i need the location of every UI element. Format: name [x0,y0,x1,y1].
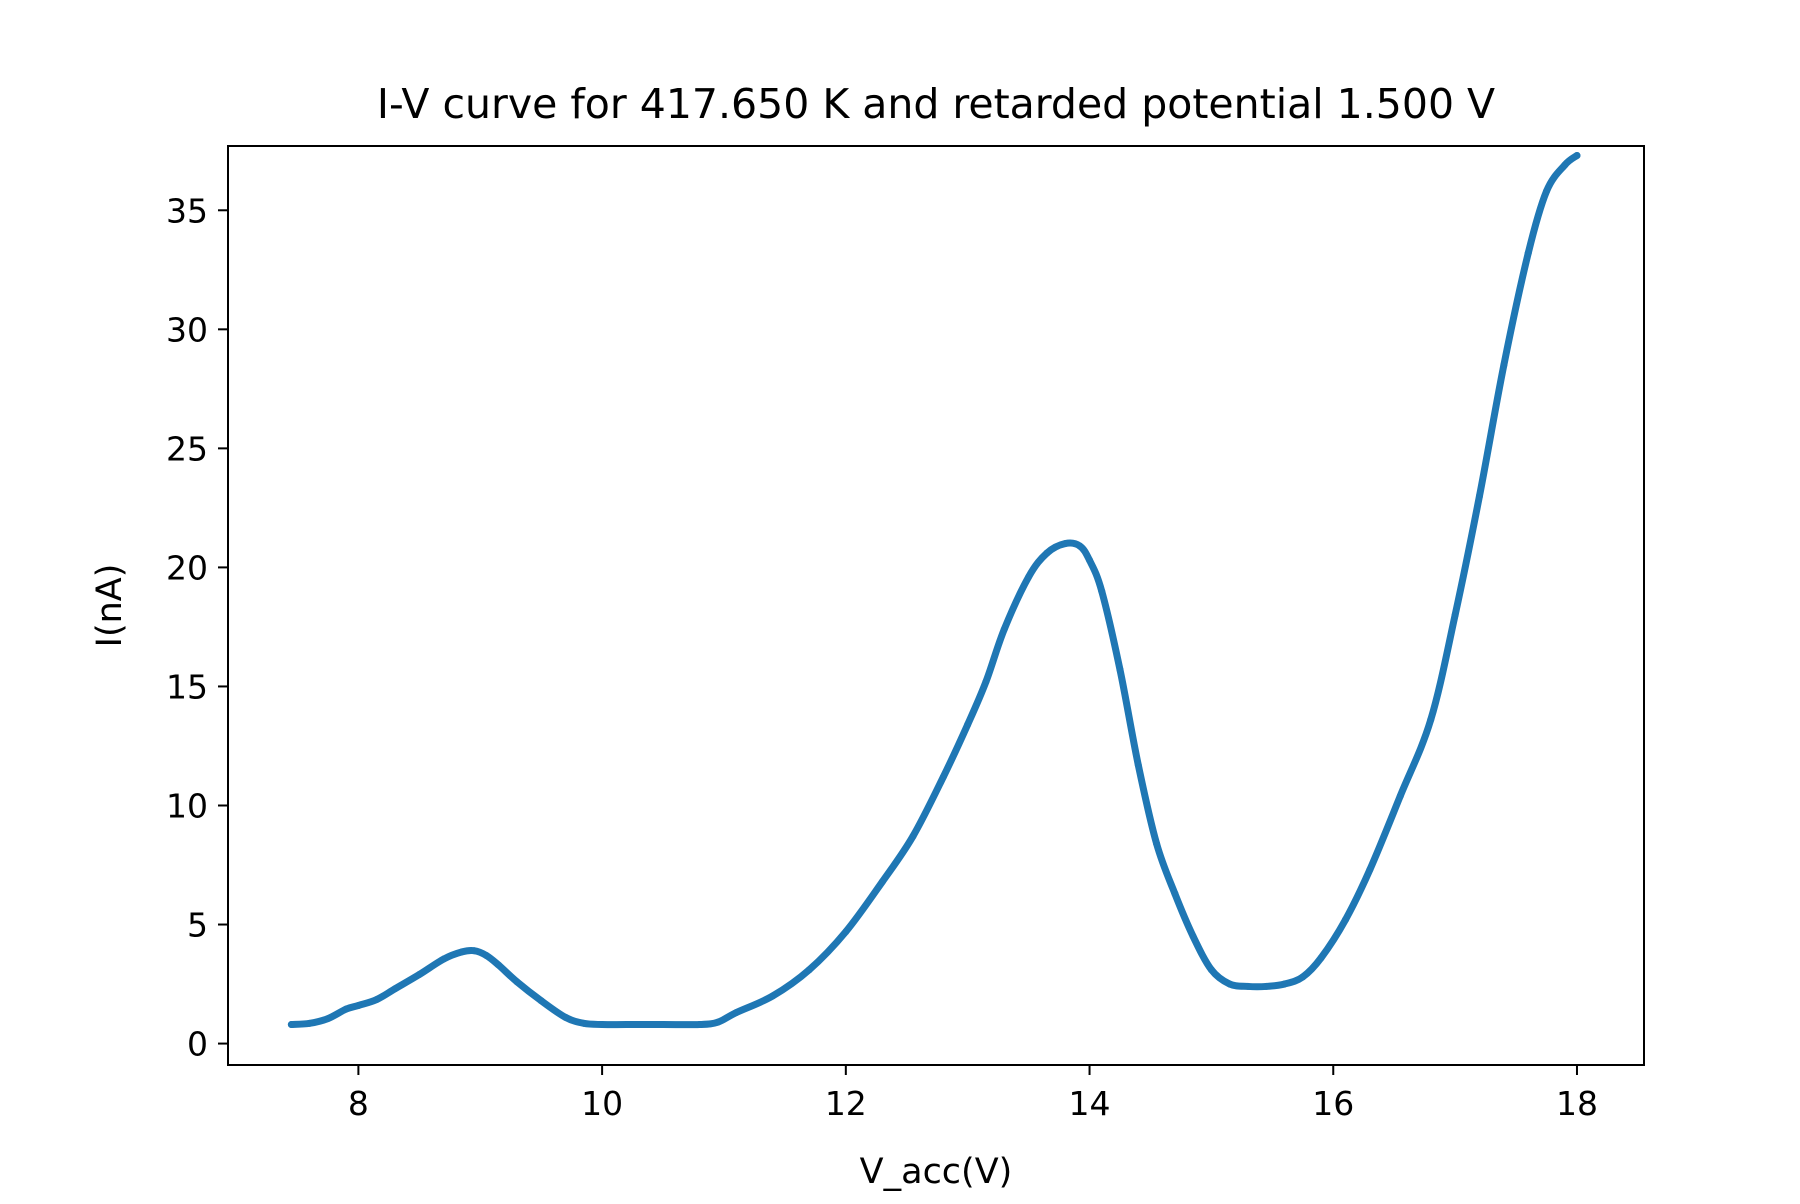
data-point [805,966,813,974]
data-point [513,978,521,986]
data-point [373,996,381,1004]
x-tick-label: 18 [1556,1084,1598,1123]
y-tick-label: 20 [166,548,208,587]
data-point [470,947,478,955]
data-point [1341,916,1349,924]
y-tick-label: 35 [166,191,208,230]
data-point [1262,982,1270,990]
data-point [495,961,503,969]
data-point [580,1019,588,1027]
y-tick-label: 30 [166,310,208,349]
data-point [622,1021,630,1029]
x-tick-label: 16 [1312,1084,1354,1123]
data-point [1561,161,1569,169]
data-point [1207,966,1215,974]
data-point [659,1021,667,1029]
data-point [1134,761,1142,769]
data-point [306,1019,314,1027]
y-tick-label: 15 [166,667,208,706]
data-point [1281,980,1289,988]
data-point [1427,716,1435,724]
data-point [415,971,423,979]
data-point [342,1005,350,1013]
tick-layer: 8 10 12 14 16 18 0 5 10 15 20 25 30 35 [166,191,1598,1123]
data-point [1061,540,1069,548]
data-point [878,878,886,886]
chart-title: I-V curve for 417.650 K and retarded pot… [377,80,1495,128]
data-point [1396,792,1404,800]
y-tick-label: 25 [166,429,208,468]
series-line [287,152,1581,1029]
data-point [1153,840,1161,848]
data-point [354,1001,362,1009]
data-point [1098,587,1106,595]
x-tick-label: 12 [825,1084,867,1123]
series-layer [287,152,1581,1029]
data-point [324,1015,332,1023]
data-point [982,678,990,686]
data-point [732,1009,740,1017]
data-point [1366,866,1374,874]
data-point [562,1013,570,1021]
data-point [1086,556,1094,564]
data-point [909,832,917,840]
data-point [458,948,466,956]
data-point [939,773,947,781]
data-point [1189,932,1197,940]
data-point [537,997,545,1005]
data-point [842,928,850,936]
y-tick-label: 5 [187,906,208,945]
data-point [1573,152,1581,160]
data-point [1226,980,1234,988]
data-point [287,1021,295,1029]
data-point [1451,611,1459,619]
data-point [1116,666,1124,674]
y-axis-title: I(nA) [90,564,130,648]
data-point [964,721,972,729]
x-tick-label: 10 [581,1084,623,1123]
data-point [696,1021,704,1029]
data-point [1475,492,1483,500]
data-point [714,1018,722,1026]
data-point [1171,890,1179,898]
data-point [598,1021,606,1029]
data-point [1500,361,1508,369]
data-point [1043,549,1051,557]
x-tick-label: 14 [1069,1084,1111,1123]
data-point [1543,187,1551,195]
y-tick-label: 10 [166,786,208,825]
x-axis-title: V_acc(V) [860,1152,1013,1192]
data-point [1317,954,1325,962]
x-tick-label: 8 [348,1084,369,1123]
data-point [1244,982,1252,990]
data-point [1076,542,1084,550]
data-point [482,951,490,959]
data-point [1000,625,1008,633]
data-point [769,992,777,1000]
data-point [1524,249,1532,257]
data-point [1299,973,1307,981]
data-point [440,955,448,963]
data-point [391,985,399,993]
data-point [1025,573,1033,581]
plot-frame [227,145,1645,1066]
y-tick-label: 0 [187,1025,208,1064]
